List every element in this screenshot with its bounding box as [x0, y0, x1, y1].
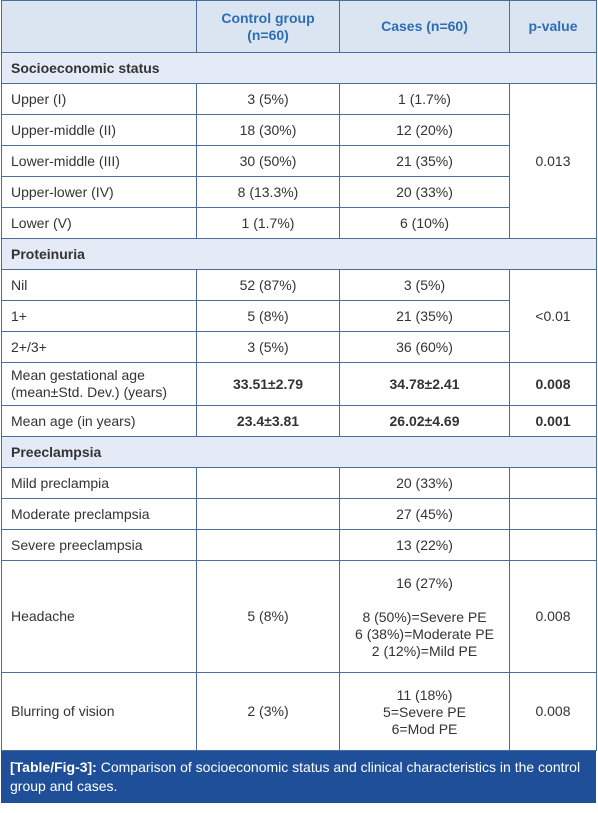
cases-cell: 36 (60%)	[339, 331, 510, 363]
control-cell: 30 (50%)	[196, 145, 340, 177]
data-table: Control group (n=60) Cases (n=60) p-valu…	[1, 0, 597, 751]
section-title: Preeclampsia	[1, 436, 597, 468]
row-label: Blurring of vision	[1, 672, 197, 751]
cases-line: 11 (18%)	[396, 687, 453, 703]
p-value-cell: <0.01	[509, 269, 597, 363]
row-label: Upper-lower (IV)	[1, 176, 197, 208]
data-row: Mean gestational age (mean±Std. Dev.) (y…	[1, 362, 597, 406]
data-row: Nil 52 (87%) 3 (5%) <0.01	[1, 269, 597, 363]
cases-paragraph: 16 (27%)	[349, 575, 500, 592]
data-row: Lower (V) 1 (1.7%) 6 (10%)	[1, 207, 597, 239]
p-value-cell: 0.013	[509, 83, 597, 239]
data-row: Upper-middle (II) 18 (30%) 12 (20%)	[1, 114, 597, 146]
row-label: Upper-middle (II)	[1, 114, 197, 146]
control-cell: 1 (1.7%)	[196, 207, 340, 239]
cases-cell: 26.02±4.69	[339, 405, 510, 437]
data-row: 2+/3+ 3 (5%) 36 (60%)	[1, 331, 597, 363]
p-value-cell	[509, 529, 597, 561]
p-value-cell: 0.008	[509, 672, 597, 751]
cases-line: 2 (12%)=Mild PE	[371, 643, 478, 659]
row-label: 2+/3+	[1, 331, 197, 363]
header-cell: Cases (n=60)	[339, 0, 510, 53]
data-row: Lower-middle (III) 30 (50%) 21 (35%)	[1, 145, 597, 177]
cases-cell: 6 (10%)	[339, 207, 510, 239]
cases-cell: 11 (18%) 5=Severe PE 6=Mod PE	[339, 672, 510, 751]
section-title: Socioeconomic status	[1, 52, 597, 84]
section-row: Socioeconomic status	[1, 52, 597, 84]
p-value-cell	[509, 467, 597, 499]
cases-cell: 12 (20%)	[339, 114, 510, 146]
cases-cell: 16 (27%) 8 (50%)=Severe PE 6 (38%)=Moderat…	[339, 560, 510, 673]
caption: [Table/Fig-3]: Comparison of socioeconom…	[1, 751, 596, 803]
data-row: 1+ 5 (8%) 21 (35%)	[1, 300, 597, 332]
row-label: Mild preclampia	[1, 467, 197, 499]
cases-paragraph: 11 (18%) 5=Severe PE 6=Mod PE	[349, 687, 500, 738]
control-cell: 3 (5%)	[196, 83, 340, 115]
cases-cell: 20 (33%)	[339, 176, 510, 208]
row-label: Severe preeclampsia	[1, 529, 197, 561]
cases-paragraph: 8 (50%)=Severe PE 6 (38%)=Moderate PE 2 (1…	[349, 609, 500, 660]
header-cell: p-value	[509, 0, 597, 53]
row-label: Mean gestational age (mean±Std. Dev.) (y…	[1, 362, 197, 406]
data-row: Headache 5 (8%) 16 (27%) 8 (50%)=Severe PE 6…	[1, 560, 597, 673]
cases-cell: 34.78±2.41	[339, 362, 510, 406]
section-title: Proteinuria	[1, 238, 597, 270]
cases-cell: 27 (45%)	[339, 498, 510, 530]
control-cell: 8 (13.3%)	[196, 176, 340, 208]
data-row: Upper (I) 3 (5%) 1 (1.7%) 0.013	[1, 83, 597, 239]
row-label: Headache	[1, 560, 197, 673]
data-row: Blurring of vision 2 (3%) 11 (18%) 5=Severe…	[1, 672, 597, 751]
cases-line: 6 (38%)=Moderate PE	[355, 626, 494, 642]
control-cell	[196, 498, 340, 530]
caption-label: [Table/Fig-3]:	[10, 759, 97, 775]
p-value-cell	[509, 498, 597, 530]
row-label: Nil	[1, 269, 197, 301]
header-row: Control group (n=60) Cases (n=60) p-valu…	[1, 0, 597, 53]
caption-text: Comparison of socioeconomic status and c…	[10, 759, 581, 794]
data-row: Upper-lower (IV) 8 (13.3%) 20 (33%)	[1, 176, 597, 208]
data-row: Moderate preclampsia 27 (45%)	[1, 498, 597, 530]
control-cell	[196, 467, 340, 499]
cases-line: 6=Mod PE	[391, 721, 458, 737]
cases-cell: 20 (33%)	[339, 467, 510, 499]
section-row: Preeclampsia	[1, 436, 597, 468]
cases-cell: 3 (5%)	[339, 269, 510, 301]
control-cell: 5 (8%)	[196, 560, 340, 673]
header-cell	[1, 0, 197, 53]
cases-cell: 21 (35%)	[339, 145, 510, 177]
cases-cell: 13 (22%)	[339, 529, 510, 561]
control-cell: 3 (5%)	[196, 331, 340, 363]
section-row: Proteinuria	[1, 238, 597, 270]
cases-cell: 1 (1.7%)	[339, 83, 510, 115]
control-cell: 5 (8%)	[196, 300, 340, 332]
control-cell: 23.4±3.81	[196, 405, 340, 437]
row-label: Mean age (in years)	[1, 405, 197, 437]
cases-line: 5=Severe PE	[383, 704, 466, 720]
control-cell	[196, 529, 340, 561]
control-cell: 2 (3%)	[196, 672, 340, 751]
cases-line: 8 (50%)=Severe PE	[362, 609, 487, 625]
p-value-cell: 0.008	[509, 362, 597, 406]
cases-line: 16 (27%)	[396, 575, 453, 591]
table-body: Socioeconomic status Upper (I) 3 (5%) 1 (1.…	[1, 52, 597, 751]
p-value-cell: 0.008	[509, 560, 597, 673]
row-label: 1+	[1, 300, 197, 332]
header-cell: Control group (n=60)	[196, 0, 340, 53]
cases-cell: 21 (35%)	[339, 300, 510, 332]
control-cell: 52 (87%)	[196, 269, 340, 301]
data-row: Mild preclampia 20 (33%)	[1, 467, 597, 499]
table-header: Control group (n=60) Cases (n=60) p-valu…	[1, 0, 597, 53]
data-row: Severe preeclampsia 13 (22%)	[1, 529, 597, 561]
data-row: Mean age (in years) 23.4±3.81 26.02±4.69 0.…	[1, 405, 597, 437]
row-label: Upper (I)	[1, 83, 197, 115]
row-label: Lower (V)	[1, 207, 197, 239]
p-value-cell: 0.001	[509, 405, 597, 437]
row-label: Moderate preclampsia	[1, 498, 197, 530]
row-label: Lower-middle (III)	[1, 145, 197, 177]
control-cell: 18 (30%)	[196, 114, 340, 146]
control-cell: 33.51±2.79	[196, 362, 340, 406]
